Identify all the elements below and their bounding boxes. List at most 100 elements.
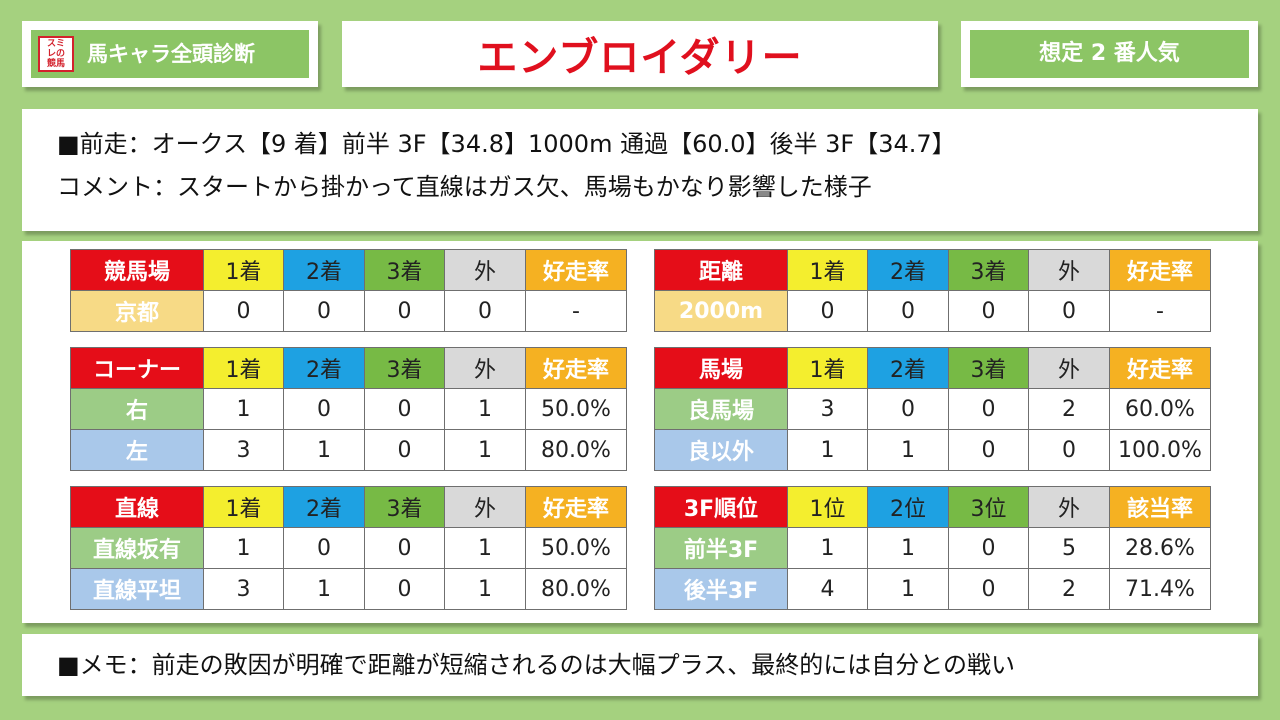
- table-cell: 0: [867, 290, 949, 332]
- table-cell: 3: [203, 429, 284, 471]
- header-cell: 1着: [787, 249, 868, 291]
- header-cell: 2着: [867, 347, 949, 389]
- table-cell: -: [525, 290, 627, 332]
- table-cell: 0: [444, 290, 526, 332]
- table-cell: 0: [283, 527, 365, 569]
- table-cell: 60.0%: [1109, 388, 1211, 430]
- table-row: 右 1 0 0 1 50.0%: [70, 388, 627, 430]
- popularity-panel: 想定 2 番人気: [961, 21, 1258, 87]
- row-label: 2000m: [654, 290, 788, 332]
- table-cell: 1: [867, 429, 949, 471]
- table-header-row: 距離 1着 2着 3着 外 好走率: [654, 249, 1211, 291]
- header-cell: 3着: [364, 347, 445, 389]
- header-cell: 好走率: [1109, 347, 1211, 389]
- table-cell: 4: [787, 568, 868, 610]
- header-cell: 3位: [948, 486, 1029, 528]
- corner-table: コーナー 1着 2着 3着 外 好走率 右 1 0 0 1 50.0% 左 3 …: [70, 347, 627, 471]
- row-label: 右: [70, 388, 204, 430]
- table-cell: 0: [948, 568, 1029, 610]
- table-cell: 1: [203, 527, 284, 569]
- last-race-line: ■前走：オークス【9 着】前半 3F【34.8】1000m 通過【60.0】後半…: [57, 130, 956, 158]
- table-row: 左 3 1 0 1 80.0%: [70, 429, 627, 471]
- table-header-row: 馬場 1着 2着 3着 外 好走率: [654, 347, 1211, 389]
- memo-panel: ■メモ：前走の敗因が明確で距離が短縮されるのは大幅プラス、最終的には自分との戦い: [22, 634, 1258, 696]
- table-cell: 3: [787, 388, 868, 430]
- brand-panel: スミ レの 競馬 馬キャラ全頭診断: [22, 21, 318, 87]
- distance-table: 距離 1着 2着 3着 外 好走率 2000m 0 0 0 0 -: [654, 249, 1211, 332]
- table-cell: 2: [1028, 388, 1110, 430]
- table-cell: 0: [1028, 290, 1110, 332]
- brand-title: 馬キャラ全頭診断: [87, 42, 255, 66]
- table-row: 後半3F 4 1 0 2 71.4%: [654, 568, 1211, 610]
- header-cell: 1着: [203, 249, 284, 291]
- table-cell: 0: [948, 290, 1029, 332]
- table-cell: 100.0%: [1109, 429, 1211, 471]
- header-cell: 3F順位: [654, 486, 788, 528]
- header-cell: 3着: [948, 249, 1029, 291]
- table-cell: 1: [444, 429, 526, 471]
- header-cell: 3着: [948, 347, 1029, 389]
- brand-banner: スミ レの 競馬 馬キャラ全頭診断: [31, 30, 309, 78]
- going-table: 馬場 1着 2着 3着 外 好走率 良馬場 3 0 0 2 60.0% 良以外 …: [654, 347, 1211, 471]
- header-cell: コーナー: [70, 347, 204, 389]
- horse-name: エンブロイダリー: [477, 35, 803, 81]
- logo-line: 競馬: [46, 59, 65, 69]
- table-cell: 0: [787, 290, 868, 332]
- table-cell: 1: [867, 527, 949, 569]
- header-cell: 1着: [203, 347, 284, 389]
- header-cell: 距離: [654, 249, 788, 291]
- header-cell: 3着: [364, 249, 445, 291]
- header-cell: 外: [1028, 249, 1110, 291]
- header-cell: 2着: [283, 486, 365, 528]
- table-cell: 0: [364, 527, 445, 569]
- table-cell: 1: [444, 568, 526, 610]
- f3-rank-table: 3F順位 1位 2位 3位 外 該当率 前半3F 1 1 0 5 28.6% 後…: [654, 486, 1211, 610]
- table-cell: 0: [364, 388, 445, 430]
- header-cell: 3着: [364, 486, 445, 528]
- table-cell: 0: [948, 527, 1029, 569]
- table-cell: 80.0%: [525, 568, 627, 610]
- table-cell: 1: [787, 429, 868, 471]
- table-row: 前半3F 1 1 0 5 28.6%: [654, 527, 1211, 569]
- row-label: 後半3F: [654, 568, 788, 610]
- table-cell: 28.6%: [1109, 527, 1211, 569]
- header-cell: 外: [444, 347, 526, 389]
- stats-panel: 競馬場 1着 2着 3着 外 好走率 京都 0 0 0 0 - 距離 1着 2着…: [22, 241, 1258, 623]
- table-cell: 1: [283, 568, 365, 610]
- table-cell: 2: [1028, 568, 1110, 610]
- header-cell: 2着: [283, 347, 365, 389]
- table-header-row: 直線 1着 2着 3着 外 好走率: [70, 486, 627, 528]
- table-cell: 0: [1028, 429, 1110, 471]
- table-cell: 0: [283, 290, 365, 332]
- logo-line: レの: [46, 49, 65, 59]
- header-cell: 外: [444, 249, 526, 291]
- table-row: 2000m 0 0 0 0 -: [654, 290, 1211, 332]
- racecourse-table: 競馬場 1着 2着 3着 外 好走率 京都 0 0 0 0 -: [70, 249, 627, 332]
- table-cell: 1: [283, 429, 365, 471]
- table-cell: 50.0%: [525, 527, 627, 569]
- title-panel: エンブロイダリー: [342, 21, 938, 87]
- header-cell: 外: [444, 486, 526, 528]
- header-cell: 1位: [787, 486, 868, 528]
- header-cell: 1着: [203, 486, 284, 528]
- header-cell: 外: [1028, 486, 1110, 528]
- table-cell: -: [1109, 290, 1211, 332]
- table-cell: 0: [364, 429, 445, 471]
- table-cell: 0: [364, 568, 445, 610]
- header-cell: 2着: [283, 249, 365, 291]
- table-cell: 3: [203, 568, 284, 610]
- table-cell: 80.0%: [525, 429, 627, 471]
- table-cell: 5: [1028, 527, 1110, 569]
- logo-line: スミ: [46, 39, 65, 49]
- row-label: 良馬場: [654, 388, 788, 430]
- row-label: 京都: [70, 290, 204, 332]
- row-label: 左: [70, 429, 204, 471]
- table-cell: 0: [948, 429, 1029, 471]
- table-cell: 1: [203, 388, 284, 430]
- header-cell: 直線: [70, 486, 204, 528]
- table-cell: 1: [787, 527, 868, 569]
- table-cell: 1: [867, 568, 949, 610]
- comment-line: コメント：スタートから掛かって直線はガス欠、馬場もかなり影響した様子: [57, 173, 872, 201]
- header-cell: 2着: [867, 249, 949, 291]
- header-cell: 好走率: [1109, 249, 1211, 291]
